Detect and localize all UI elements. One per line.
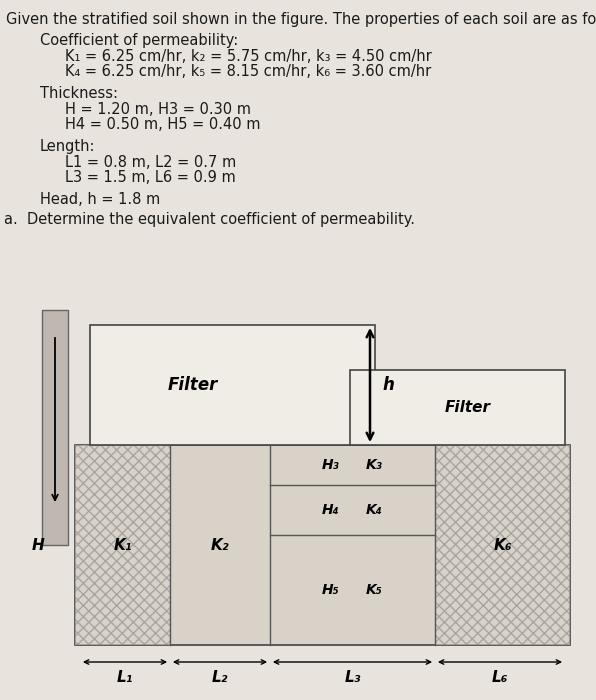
Text: Filter: Filter (167, 376, 218, 394)
Bar (350, 370, 565, 445)
Text: L3 = 1.5 m, L6 = 0.9 m: L3 = 1.5 m, L6 = 0.9 m (65, 170, 236, 185)
Text: H₅: H₅ (322, 583, 339, 597)
Text: L₆: L₆ (492, 670, 508, 685)
Text: H4 = 0.50 m, H5 = 0.40 m: H4 = 0.50 m, H5 = 0.40 m (65, 117, 260, 132)
Bar (435, 445, 570, 645)
Text: H₃: H₃ (322, 458, 339, 472)
Text: K₅: K₅ (366, 583, 383, 597)
Text: H = 1.20 m, H3 = 0.30 m: H = 1.20 m, H3 = 0.30 m (65, 102, 251, 117)
Text: K₄: K₄ (366, 503, 383, 517)
Text: H: H (32, 538, 44, 552)
Text: K₃: K₃ (366, 458, 383, 472)
Text: L₃: L₃ (344, 670, 361, 685)
Text: Thickness:: Thickness: (40, 86, 118, 101)
Text: Coefficient of permeability:: Coefficient of permeability: (40, 33, 238, 48)
Bar (42, 310, 68, 545)
Text: Given the stratified soil shown in the figure. The properties of each soil are a: Given the stratified soil shown in the f… (6, 12, 596, 27)
Text: K₁: K₁ (113, 538, 132, 552)
Text: K₂: K₂ (211, 538, 229, 552)
Text: L1 = 0.8 m, L2 = 0.7 m: L1 = 0.8 m, L2 = 0.7 m (65, 155, 236, 170)
Text: L₂: L₂ (212, 670, 228, 685)
Text: Length:: Length: (40, 139, 95, 154)
Text: Filter: Filter (445, 400, 491, 415)
Text: K₆: K₆ (493, 538, 512, 552)
Bar (75, 445, 570, 645)
Text: K₁ = 6.25 cm/hr, k₂ = 5.75 cm/hr, k₃ = 4.50 cm/hr: K₁ = 6.25 cm/hr, k₂ = 5.75 cm/hr, k₃ = 4… (65, 49, 432, 64)
Text: Head, h = 1.8 m: Head, h = 1.8 m (40, 192, 160, 207)
Bar (75, 445, 170, 645)
Text: h: h (382, 376, 394, 394)
Text: K₄ = 6.25 cm/hr, k₅ = 8.15 cm/hr, k₆ = 3.60 cm/hr: K₄ = 6.25 cm/hr, k₅ = 8.15 cm/hr, k₆ = 3… (65, 64, 432, 79)
Text: H₄: H₄ (322, 503, 339, 517)
Text: L₁: L₁ (117, 670, 133, 685)
Bar (90, 325, 375, 445)
Text: a.  Determine the equivalent coefficient of permeability.: a. Determine the equivalent coefficient … (4, 212, 415, 227)
